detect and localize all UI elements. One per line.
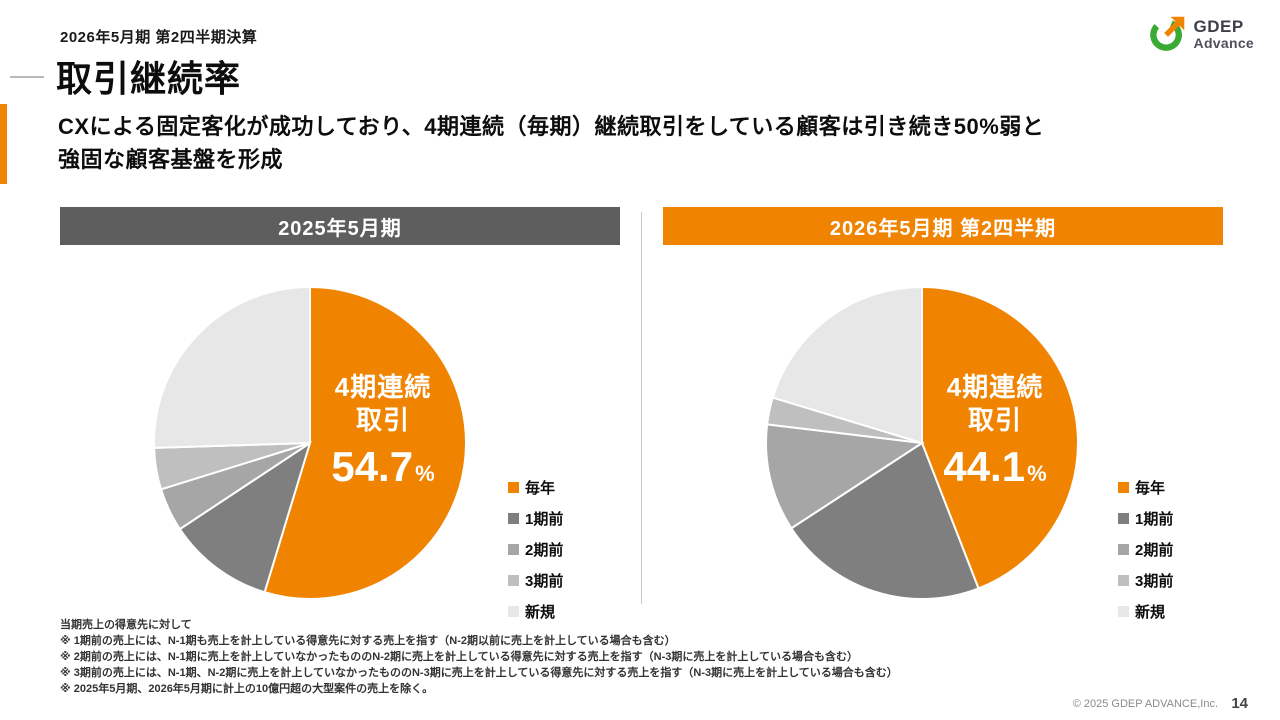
legend-2025: 毎年 1期前 2期前 3期前 新規 <box>508 477 563 622</box>
pie-2025-center-label: 4期連続 取引 54.7% <box>298 371 468 492</box>
legend-label: 毎年 <box>1135 480 1166 497</box>
legend-swatch <box>1118 575 1129 586</box>
legend-item-1-period-ago: 1期前 <box>1118 508 1173 529</box>
pie-2026-svg <box>765 285 1079 600</box>
footnote-line: ※ 2期前の売上には、N-1期に売上を計上していなかったもののN-2期に売上を計… <box>60 650 859 663</box>
pie-chart-2026: 4期連続 取引 44.1% <box>762 283 1082 603</box>
legend-item-every-year: 毎年 <box>1118 477 1173 498</box>
copyright: © 2025 GDEP ADVANCE,Inc. <box>1072 698 1218 710</box>
logo-text-gdep: GDEP <box>1193 16 1244 36</box>
pie-2025-value: 54.7% <box>331 443 435 490</box>
chart-header-2025: 2025年5月期 <box>60 207 620 245</box>
subtitle-line-2: 強固な顧客基盤を形成 <box>58 147 284 172</box>
legend-label: 毎年 <box>525 480 556 497</box>
legend-swatch <box>508 544 519 555</box>
gdep-logo-icon <box>1149 16 1184 51</box>
pie-2025-label-line2: 取引 <box>355 404 410 435</box>
logo-text-advance: Advance <box>1193 34 1254 51</box>
legend-item-new: 新規 <box>1118 601 1173 622</box>
legend-swatch <box>1118 606 1129 617</box>
chart-header-2026: 2026年5月期 第2四半期 <box>663 207 1223 245</box>
legend-item-3-periods-ago: 3期前 <box>508 570 563 591</box>
left-accent-bar <box>0 104 7 184</box>
pie-2025-label-line1: 4期連続 <box>334 372 432 402</box>
legend-swatch <box>508 606 519 617</box>
legend-label: 2期前 <box>525 542 564 559</box>
pie-slice-1期前 <box>178 440 312 594</box>
logo-text: GDEP Advance <box>1193 16 1254 51</box>
pie-slice-毎年 <box>263 285 467 600</box>
slide-eyebrow: 2026年5月期 第2四半期決算 <box>60 29 258 46</box>
company-logo: GDEP Advance <box>1147 14 1254 54</box>
pie-2026-value: 44.1% <box>943 443 1047 490</box>
title-dash-decor <box>10 76 44 78</box>
footnotes: 当期売上の得意先に対して ※ 1期前の売上には、N-1期も売上を計上している得意… <box>60 618 898 698</box>
legend-label: 新規 <box>1135 604 1166 621</box>
legend-item-new: 新規 <box>508 601 563 622</box>
legend-swatch <box>508 482 519 493</box>
legend-label: 1期前 <box>1135 511 1174 528</box>
legend-label: 3期前 <box>525 573 564 590</box>
legend-swatch <box>1118 544 1129 555</box>
legend-2026: 毎年 1期前 2期前 3期前 新規 <box>1118 477 1173 622</box>
legend-item-2-periods-ago: 2期前 <box>1118 539 1173 560</box>
legend-swatch <box>508 575 519 586</box>
legend-item-1-period-ago: 1期前 <box>508 508 563 529</box>
pie-chart-2025: 4期連続 取引 54.7% <box>150 283 470 603</box>
legend-swatch <box>508 513 519 524</box>
pie-slice-毎年 <box>921 285 1079 590</box>
pie-2025-svg <box>153 285 467 600</box>
pie-2026-center-label: 4期連続 取引 44.1% <box>910 371 1080 492</box>
legend-item-2-periods-ago: 2期前 <box>508 539 563 560</box>
footnote-line: 当期売上の得意先に対して <box>60 619 192 631</box>
pie-slice-2期前 <box>765 423 925 530</box>
legend-label: 2期前 <box>1135 542 1174 559</box>
footnote-line: ※ 3期前の売上には、N-1期、N-2期に売上を計上していなかったもののN-3期… <box>60 666 898 679</box>
legend-swatch <box>1118 482 1129 493</box>
pie-slice-1期前 <box>789 441 980 600</box>
legend-item-3-periods-ago: 3期前 <box>1118 570 1173 591</box>
pie-2026-label-line2: 取引 <box>967 404 1022 435</box>
pie-slice-新規 <box>153 285 311 449</box>
legend-label: 1期前 <box>525 511 564 528</box>
footnote-line: ※ 2025年5月期、2026年5月期に計上の10億円超の大型案件の売上を除く。 <box>60 682 434 695</box>
legend-label: 3期前 <box>1135 573 1174 590</box>
subtitle-line-1: CXによる固定客化が成功しており、4期連続（毎期）継続取引をしている顧客は引き続… <box>58 114 1045 139</box>
pie-slice-新規 <box>771 285 923 445</box>
panel-divider <box>641 212 642 604</box>
page-title: 取引継続率 <box>56 58 242 99</box>
legend-swatch <box>1118 513 1129 524</box>
footnote-line: ※ 1期前の売上には、N-1期も売上を計上している得意先に対する売上を指す（N-… <box>60 634 676 647</box>
pie-2026-label-line1: 4期連続 <box>946 372 1044 402</box>
legend-label: 新規 <box>525 604 556 621</box>
slide-subtitle: CXによる固定客化が成功しており、4期連続（毎期）継続取引をしている顧客は引き続… <box>58 110 1044 176</box>
legend-item-every-year: 毎年 <box>508 477 563 498</box>
page-number: 14 <box>1231 695 1248 712</box>
